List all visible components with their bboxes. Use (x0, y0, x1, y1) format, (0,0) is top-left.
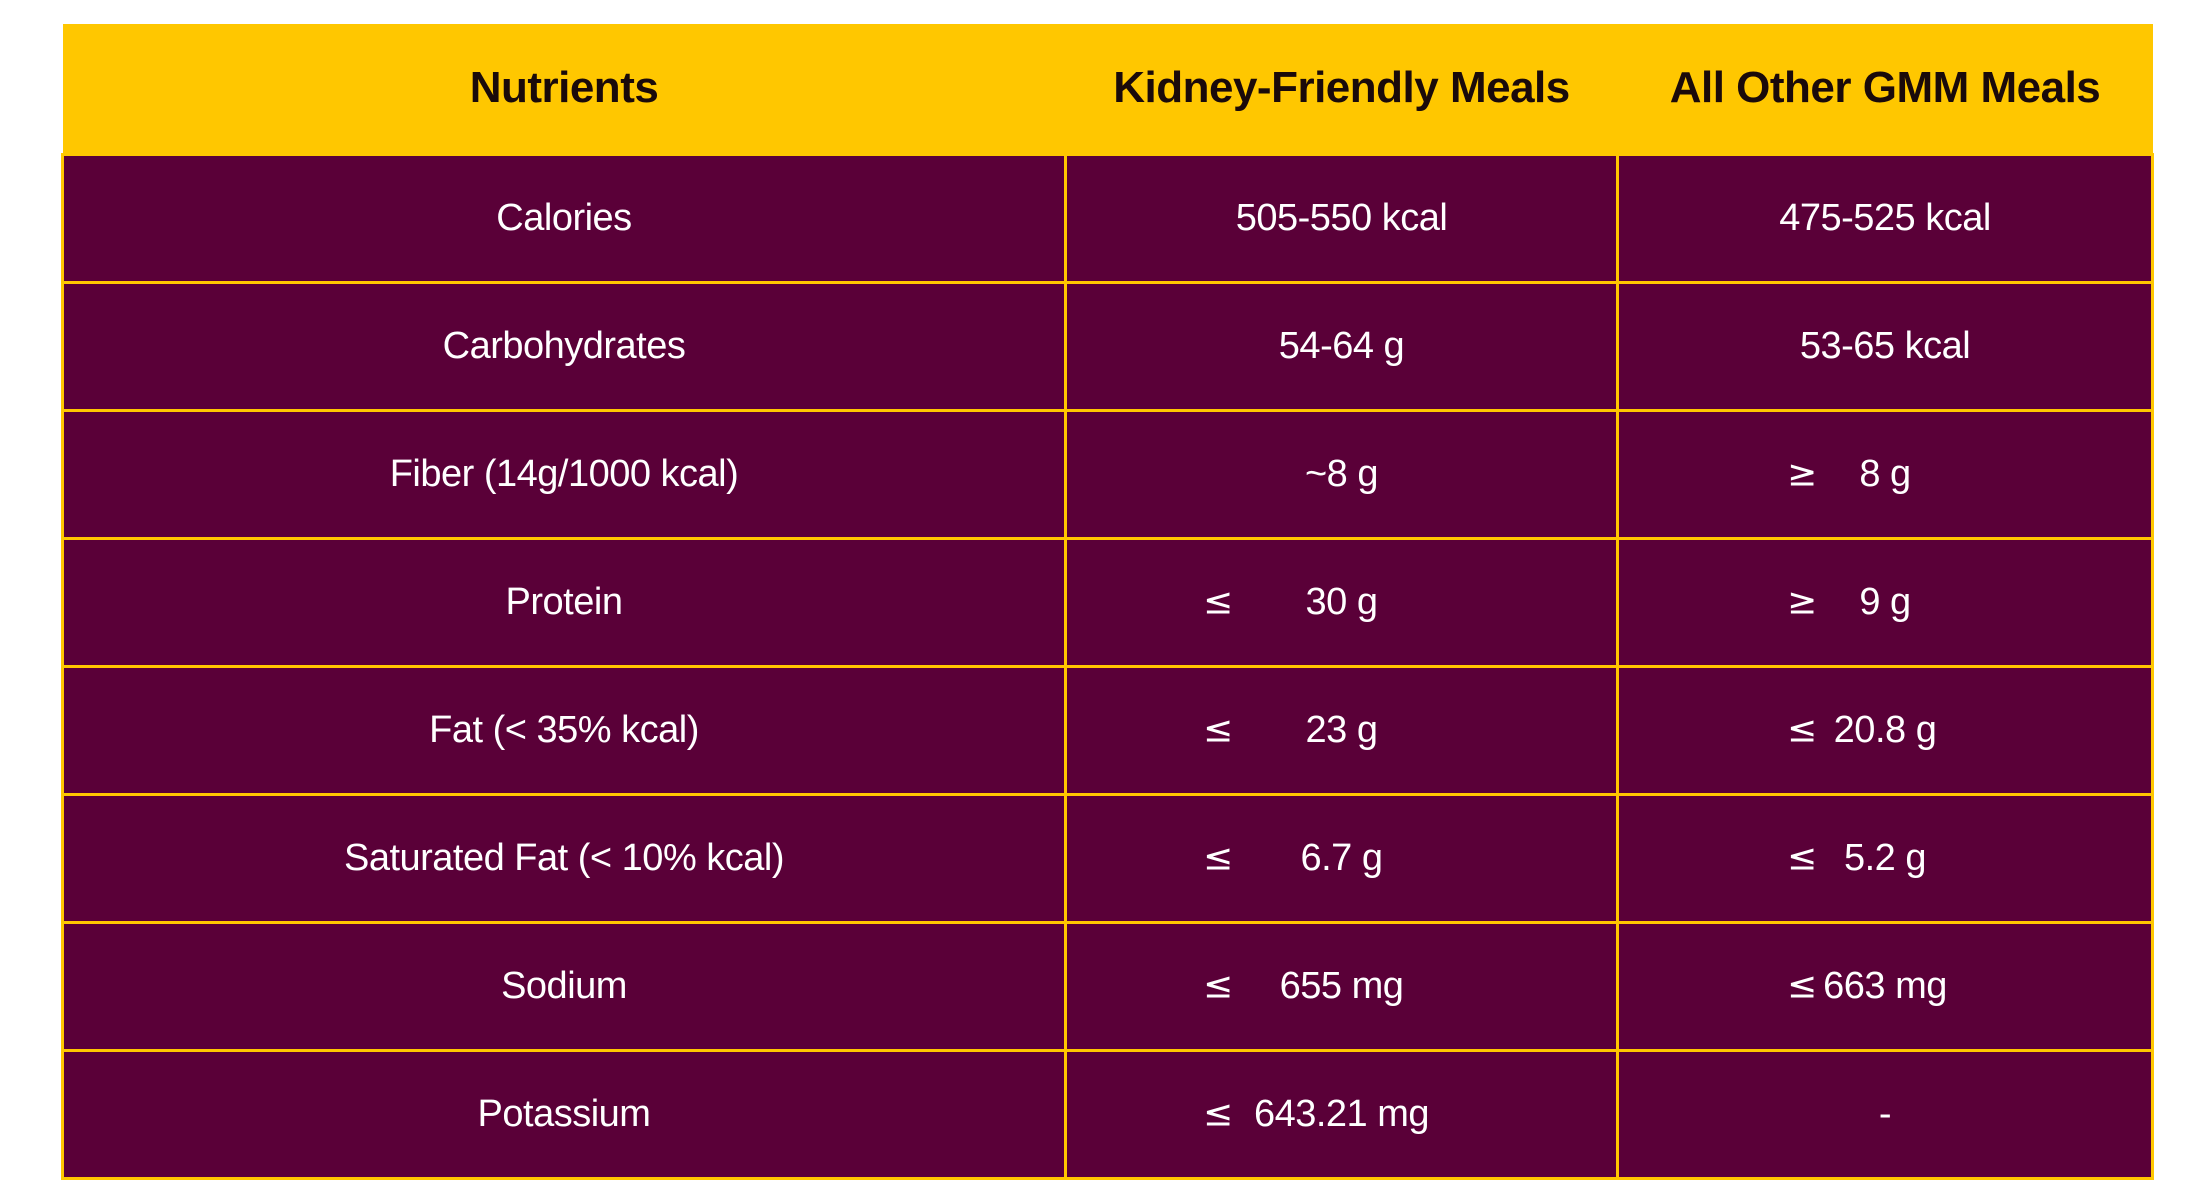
nutrient-name-cell: Sodium (61, 920, 1067, 1052)
nutrient-name: Potassium (477, 1092, 651, 1135)
all-other-gmm-value-cell: ≤5.2 g (1616, 792, 2154, 924)
kidney-friendly-value: 505-550 kcal (1235, 196, 1448, 239)
header-row: Nutrients Kidney-Friendly Meals All Othe… (62, 24, 2153, 154)
comparison-symbol: ≤ (1787, 837, 1817, 879)
nutrient-comparison-table-container: Nutrients Kidney-Friendly Meals All Othe… (61, 24, 2154, 1181)
kidney-friendly-value-cell: ≤643.21 mg (1064, 1048, 1619, 1181)
nutrient-name-cell: Protein (61, 536, 1067, 668)
kidney-friendly-value: 643.21 mg (1253, 1092, 1430, 1135)
nutrient-name-cell: Potassium (61, 1048, 1067, 1181)
table-row: Fat (< 35% kcal) ≤23 g ≤20.8 g (61, 664, 2154, 796)
nutrient-name-cell: Calories (61, 152, 1067, 284)
kidney-friendly-value-cell: 505-550 kcal (1064, 152, 1619, 284)
comparison-symbol: ≤ (1203, 709, 1233, 751)
nutrient-name-cell: Saturated Fat (< 10% kcal) (61, 792, 1067, 924)
comparison-symbol: ≥ (1787, 453, 1817, 495)
all-other-gmm-value-cell: - (1616, 1048, 2154, 1181)
kidney-friendly-value-cell: 54-64 g (1064, 280, 1619, 412)
comparison-symbol: ≥ (1787, 581, 1817, 623)
table-row: Sodium ≤655 mg ≤663 mg (61, 920, 2154, 1052)
nutrient-name: Carbohydrates (442, 324, 686, 367)
all-other-gmm-value-cell: ≥8 g (1616, 408, 2154, 540)
nutrient-name: Fiber (14g/1000 kcal) (389, 452, 739, 495)
nutrient-name: Fat (< 35% kcal) (429, 708, 699, 751)
header-kidney-friendly-meals: Kidney-Friendly Meals (1065, 24, 1618, 154)
all-other-gmm-value: 663 mg (1823, 964, 1947, 1007)
nutrient-name-cell: Carbohydrates (61, 280, 1067, 412)
comparison-symbol: ≤ (1787, 965, 1817, 1007)
table-row: Calories 505-550 kcal 475-525 kcal (61, 152, 2154, 284)
all-other-gmm-value-cell: 475-525 kcal (1616, 152, 2154, 284)
all-other-gmm-value: 475-525 kcal (1779, 196, 1991, 239)
nutrient-name: Calories (496, 196, 632, 239)
table-row: Fiber (14g/1000 kcal) ~8 g ≥8 g (61, 408, 2154, 540)
kidney-friendly-value: 30 g (1305, 580, 1378, 623)
nutrient-name: Sodium (501, 964, 627, 1007)
all-other-gmm-value-cell: ≤663 mg (1616, 920, 2154, 1052)
table-row: Protein ≤30 g ≥9 g (61, 536, 2154, 668)
all-other-gmm-value-cell: ≤20.8 g (1616, 664, 2154, 796)
nutrient-name-cell: Fiber (14g/1000 kcal) (61, 408, 1067, 540)
comparison-symbol: ≤ (1203, 837, 1233, 879)
kidney-friendly-value: 655 mg (1279, 964, 1404, 1007)
all-other-gmm-value: - (1878, 1092, 1892, 1135)
comparison-symbol: ≤ (1203, 1093, 1233, 1135)
kidney-friendly-value-cell: ≤655 mg (1064, 920, 1619, 1052)
all-other-gmm-value-cell: 53-65 kcal (1616, 280, 2154, 412)
all-other-gmm-value: 9 g (1859, 580, 1911, 623)
nutrient-comparison-table: Nutrients Kidney-Friendly Meals All Othe… (61, 24, 2154, 1181)
nutrient-name: Protein (505, 580, 623, 623)
kidney-friendly-value: 23 g (1305, 708, 1378, 751)
kidney-friendly-value: ~8 g (1304, 452, 1379, 495)
comparison-symbol: ≤ (1787, 709, 1817, 751)
table-row: Carbohydrates 54-64 g 53-65 kcal (61, 280, 2154, 412)
nutrient-name: Saturated Fat (< 10% kcal) (343, 836, 785, 879)
comparison-symbol: ≤ (1203, 965, 1233, 1007)
nutrient-name-cell: Fat (< 35% kcal) (61, 664, 1067, 796)
kidney-friendly-value-cell: ≤6.7 g (1064, 792, 1619, 924)
all-other-gmm-value: 5.2 g (1843, 836, 1927, 879)
header-nutrients: Nutrients (62, 24, 1066, 154)
table-row: Potassium ≤643.21 mg - (61, 1048, 2154, 1181)
all-other-gmm-value: 8 g (1859, 452, 1911, 495)
table-row: Saturated Fat (< 10% kcal) ≤6.7 g ≤5.2 g (61, 792, 2154, 924)
kidney-friendly-value-cell: ≤23 g (1064, 664, 1619, 796)
kidney-friendly-value-cell: ~8 g (1064, 408, 1619, 540)
all-other-gmm-value: 20.8 g (1833, 708, 1937, 751)
header-all-other-gmm-meals: All Other GMM Meals (1617, 24, 2153, 154)
kidney-friendly-value: 6.7 g (1300, 836, 1383, 879)
kidney-friendly-value: 54-64 g (1278, 324, 1405, 367)
kidney-friendly-value-cell: ≤30 g (1064, 536, 1619, 668)
comparison-symbol: ≤ (1203, 581, 1233, 623)
all-other-gmm-value-cell: ≥9 g (1616, 536, 2154, 668)
all-other-gmm-value: 53-65 kcal (1799, 324, 1971, 367)
table-header: Nutrients Kidney-Friendly Meals All Othe… (62, 24, 2153, 154)
table-body: Calories 505-550 kcal 475-525 kcal Carbohyd… (61, 152, 2154, 1181)
